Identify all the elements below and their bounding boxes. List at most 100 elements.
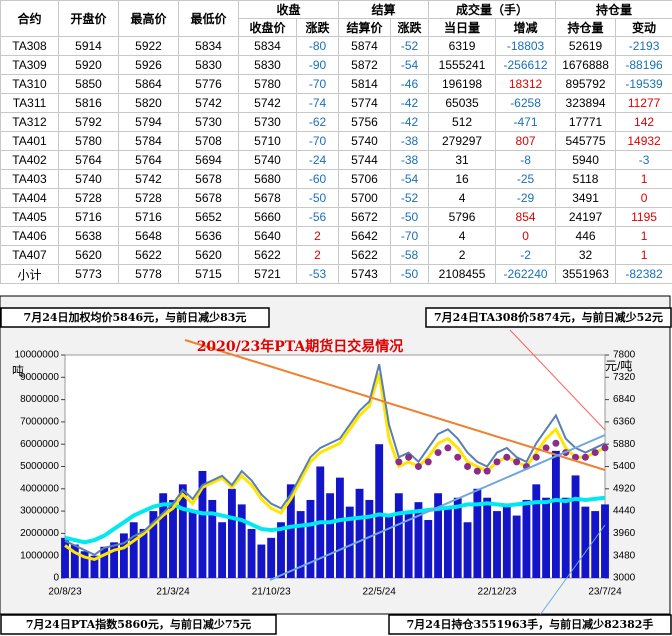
table-cell: -82382 (615, 264, 672, 284)
table-cell: 合约 (0, 0, 59, 37)
bar (591, 511, 600, 578)
point (493, 458, 501, 466)
table-cell: 5118 (555, 169, 617, 189)
table-row: 收盘价 涨跌 结算价 涨跌 当日量 增减 持仓量 变动 (1, 18, 672, 37)
point (572, 453, 580, 461)
bar (80, 551, 89, 578)
table-cell: 5830 (238, 55, 297, 75)
table-cell: 成交量（手） (428, 0, 557, 19)
bar (90, 555, 99, 578)
bar (198, 470, 207, 578)
table-cell: 5660 (238, 207, 297, 227)
bar (571, 475, 580, 578)
table-cell: 5672 (338, 207, 392, 227)
trend-line (539, 524, 606, 616)
table-row: 小计 5773 5778 5715 5721 -53 5743 -50 2108455 -2622… (0, 264, 672, 284)
table-cell: 6319 (428, 36, 497, 56)
y2-tick-label: 7320 (613, 372, 636, 383)
table-cell: 18312 (495, 74, 557, 94)
bar (178, 484, 187, 578)
table-cell: 开盘价 (58, 0, 119, 37)
bar (473, 488, 482, 578)
x-tick-label: 21/3/24 (156, 587, 190, 598)
table-cell: 31 (428, 150, 497, 170)
table-cell: 0 (495, 226, 557, 246)
table-cell: -6258 (495, 93, 557, 113)
table-cell: TA401 (0, 131, 59, 151)
table-cell: -70 (295, 131, 340, 151)
table-cell: 5680 (238, 169, 297, 189)
table-cell: 5715 (178, 264, 239, 284)
table-cell: 4 (428, 188, 497, 208)
table-cell: 5700 (338, 188, 392, 208)
table-row: TA401 5780 5784 5708 5710 -70 5740 -38 279297 807… (0, 131, 672, 151)
table-cell: 5816 (58, 93, 119, 113)
table-cell: -54 (390, 169, 430, 189)
bar (188, 511, 197, 578)
table-cell: 5716 (118, 207, 179, 227)
table-cell: 5716 (58, 207, 119, 227)
table-cell: 5874 (338, 36, 392, 56)
x-tick-label: 22/5/24 (362, 587, 396, 598)
bar (561, 497, 570, 578)
table-cell: -88196 (615, 55, 672, 75)
bar (345, 506, 354, 578)
table-cell: 5743 (338, 264, 392, 284)
table-cell: 5648 (118, 226, 179, 246)
bar (414, 502, 423, 578)
table-cell: 当日量 (428, 18, 497, 37)
table-cell: 5796 (428, 207, 497, 227)
table-cell: 结算 (338, 0, 430, 19)
y-tick-label: 9000000 (20, 372, 59, 383)
table-cell: -18803 (495, 36, 557, 56)
table-cell: 增减 (495, 18, 557, 37)
table-row: TA308 5914 5922 5834 5834 -80 5874 -52 6319 -1880… (0, 36, 672, 56)
table-cell: -80 (295, 36, 340, 56)
table-cell: 5764 (58, 150, 119, 170)
table-cell: 5792 (58, 112, 119, 132)
table-cell: 5728 (58, 188, 119, 208)
table-row: TA311 5816 5820 5742 5742 -74 5774 -42 65035 -625… (0, 93, 672, 113)
bar (601, 504, 609, 578)
table-cell: 1676888 (555, 55, 617, 75)
bar (463, 522, 472, 578)
table-cell: 1 (615, 245, 672, 265)
table-cell: -90 (295, 55, 340, 75)
table-cell: 5914 (58, 36, 119, 56)
table-cell: 5834 (178, 36, 239, 56)
table-cell: -19539 (615, 74, 672, 94)
trend-line (184, 339, 606, 471)
table-cell: TA402 (0, 150, 59, 170)
point (483, 467, 491, 475)
table-cell: 5872 (338, 55, 392, 75)
trend-line (509, 329, 606, 431)
table-cell: 5622 (118, 245, 179, 265)
table-cell: 5742 (238, 93, 297, 113)
callout: 7月24日PTA指数5860元，与前日减少75元 (26, 617, 251, 631)
table-cell: 11277 (615, 93, 672, 113)
table-cell: -70 (295, 74, 340, 94)
table-row: TA312 5792 5794 5730 5730 -62 5756 -42 512 -471 17… (0, 112, 672, 132)
bar (159, 493, 168, 578)
bar (443, 506, 452, 578)
table-cell: -42 (390, 93, 430, 113)
bar (277, 522, 285, 578)
callout: 7月24日持仓3551963手，与前日减少82382手 (407, 617, 654, 631)
bar (522, 499, 531, 578)
table-row: TA407 5620 5622 5620 5622 2 5622 -58 2 -2 32 1 (0, 245, 672, 265)
bar (296, 511, 305, 578)
table-cell: 14932 (615, 131, 672, 151)
table-cell: -262240 (495, 264, 557, 284)
table-row: 合约 开盘价 最高价 最低价 收盘 结算 成交量（手） 持仓量 (0, 0, 672, 37)
table-cell: -74 (295, 93, 340, 113)
table-cell: -2 (495, 245, 557, 265)
bar (335, 477, 344, 578)
table-cell: TA310 (0, 74, 59, 94)
table-cell: 5773 (58, 264, 119, 284)
point (424, 458, 432, 466)
table-cell: 16 (428, 169, 497, 189)
table-cell: 5708 (178, 131, 239, 151)
y-tick-label: 5000000 (20, 461, 59, 472)
table-row: TA406 5638 5648 5636 5640 2 5642 -70 4 0 446 1 (0, 226, 672, 246)
point (601, 444, 609, 452)
